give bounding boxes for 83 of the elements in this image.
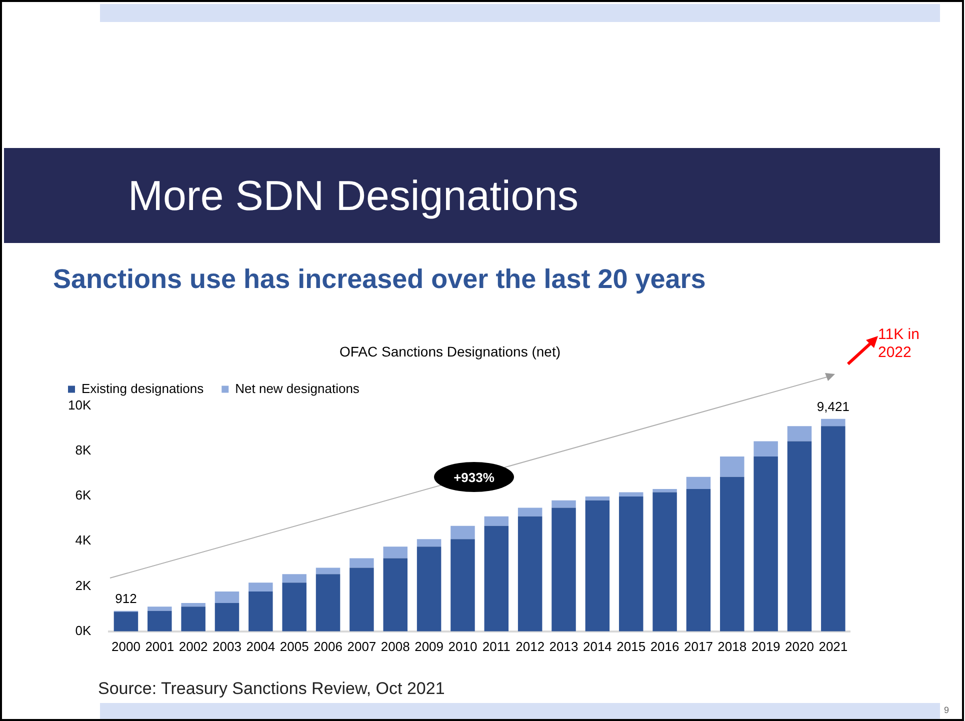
x-tick-label: 2011 — [482, 638, 510, 654]
x-tick-label: 2001 — [145, 638, 174, 654]
bar — [787, 441, 812, 632]
bar — [484, 526, 509, 632]
x-tick-label: 2013 — [549, 638, 578, 654]
x-tick-label: 2016 — [650, 638, 680, 654]
x-tick-label: 2000 — [112, 638, 140, 654]
bar — [181, 602, 206, 607]
bar — [754, 456, 778, 632]
bar — [720, 476, 744, 632]
bar — [720, 456, 744, 477]
total-label: 912 — [115, 590, 137, 606]
legend-label: Net new designations — [235, 380, 360, 396]
bar — [518, 508, 542, 516]
x-tick-label: 2014 — [582, 638, 612, 654]
y-tick-label: 4K — [75, 532, 92, 548]
chart-subtitle: Sanctions use has increased over the last 20 years — [53, 264, 706, 295]
bar — [383, 546, 408, 558]
bar — [350, 558, 374, 568]
source-note: Source: Treasury Sanctions Review, Oct 2021 — [98, 679, 445, 699]
bar — [821, 426, 846, 632]
x-tick-label: 2006 — [314, 638, 342, 654]
y-tick-label: 0K — [75, 622, 92, 638]
x-tick-label: 2015 — [616, 638, 646, 654]
bar — [181, 606, 206, 632]
bar — [652, 489, 677, 492]
bar — [518, 516, 542, 632]
bar — [484, 516, 509, 526]
bar — [416, 546, 442, 632]
bar — [114, 612, 138, 632]
bar — [686, 489, 711, 632]
bar — [316, 574, 340, 632]
bar — [350, 568, 374, 632]
x-tick-label: 2010 — [448, 638, 478, 654]
bar — [618, 492, 644, 496]
legend-label: Existing designations — [82, 380, 204, 396]
x-tick-label: 2020 — [785, 638, 814, 654]
bar — [148, 606, 172, 611]
chart-title: More SDN Designations — [128, 172, 579, 220]
x-tick-label: 2007 — [347, 638, 376, 654]
bar — [148, 610, 172, 632]
bar — [248, 582, 273, 592]
text: 11K in 2022 — [878, 326, 920, 362]
bar — [686, 476, 711, 490]
bar — [248, 591, 273, 632]
y-tick-label: 10K — [68, 397, 92, 412]
bar — [787, 426, 812, 442]
text: OFAC Sanctions Designations (net) — [340, 343, 560, 360]
y-tick-label: 8K — [75, 442, 92, 458]
x-tick-label: 2019 — [751, 638, 780, 654]
total-label: 9,421 — [816, 398, 850, 414]
bar — [552, 500, 576, 508]
bar — [214, 591, 240, 603]
x-tick-label: 2004 — [246, 638, 276, 654]
y-tick-label: 2K — [75, 578, 92, 593]
x-tick-label: 2009 — [414, 638, 444, 654]
y-tick-label: 6K — [75, 488, 92, 503]
bar — [282, 574, 306, 583]
x-tick-label: 2018 — [718, 638, 747, 654]
bar — [618, 496, 644, 632]
x-tick-label: 2021 — [818, 638, 848, 654]
bar — [282, 582, 306, 632]
bar — [450, 526, 475, 540]
bar — [552, 508, 576, 632]
bar — [214, 602, 240, 632]
x-tick-label: 2008 — [380, 638, 410, 654]
callout-oval: +933% — [434, 462, 514, 492]
text: 9 — [944, 705, 950, 715]
bar — [821, 418, 846, 426]
bar — [316, 568, 340, 574]
bar — [450, 539, 475, 632]
bar — [652, 492, 677, 632]
bar — [585, 496, 610, 500]
x-tick-label: 2002 — [178, 638, 208, 654]
x-tick-label: 2003 — [212, 638, 242, 654]
bar — [383, 558, 408, 632]
x-tick-label: 2005 — [280, 638, 309, 654]
x-tick-label: 2017 — [684, 638, 713, 654]
bar — [754, 441, 778, 457]
bar — [585, 500, 610, 632]
x-tick-label: 2012 — [516, 638, 545, 654]
bar — [416, 539, 442, 547]
annotation: +933% — [454, 470, 494, 484]
